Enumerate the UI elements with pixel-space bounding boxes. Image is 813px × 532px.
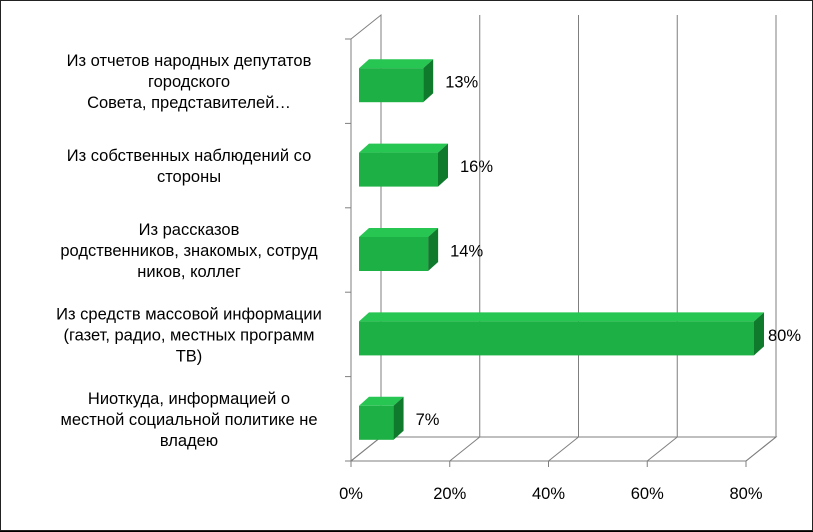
bar	[359, 405, 394, 440]
bar-top	[359, 396, 404, 406]
floor-gridline	[449, 436, 481, 462]
bar-side	[438, 143, 448, 187]
category-label-line: владею	[160, 432, 218, 450]
data-labels: 13% 16% 14% 80% 7%	[416, 74, 802, 430]
floor-gridline	[646, 436, 678, 462]
data-label: 14%	[450, 242, 483, 260]
data-label: 7%	[416, 411, 440, 429]
bar-top	[359, 312, 764, 322]
category-label: Из отчетов народных депутатов городского С…	[67, 52, 312, 112]
category-label: Из средств массовой информации (газет, ра…	[56, 305, 322, 365]
bar-top	[359, 143, 448, 153]
category-label-line: (газет, радио, местных программ	[63, 326, 314, 344]
floor-gridline	[745, 436, 777, 462]
x-tick-label: 20%	[433, 485, 466, 503]
x-tick-label: 40%	[532, 485, 565, 503]
data-label: 13%	[445, 74, 478, 92]
x-tick-label: 80%	[729, 485, 762, 503]
x-tick-label: 0%	[339, 485, 363, 503]
bar	[359, 321, 754, 356]
bar-side	[423, 59, 434, 103]
data-label: 16%	[460, 158, 493, 176]
bar	[359, 237, 429, 271]
category-labels: Из отчетов народных депутатов городского С…	[56, 52, 322, 450]
x-tick-label: 60%	[631, 485, 664, 503]
category-label: Из рассказов родственников, знакомых, сот…	[60, 221, 318, 281]
category-label-line: местной социальной политике не	[60, 411, 317, 429]
x-tick-labels: 0% 20% 40% 60% 80%	[339, 485, 763, 503]
category-label-line: Совета, представителей…	[87, 94, 291, 112]
bar-side	[754, 312, 764, 356]
bar-top	[359, 59, 434, 69]
bar-side	[428, 228, 439, 271]
bar-side	[393, 396, 404, 440]
category-label-line: стороны	[157, 168, 221, 186]
category-label: Из собственных наблюдений со стороны	[67, 147, 312, 186]
category-label-line: Ниоткуда, информацией о	[88, 390, 290, 408]
category-label-line: родственников, знакомых, сотруд	[60, 242, 318, 260]
bar-top	[359, 228, 439, 237]
category-label-line: ников, коллег	[137, 263, 241, 281]
data-label: 80%	[768, 327, 801, 345]
floor-gridline	[548, 436, 579, 462]
category-label-line: городского	[148, 73, 230, 91]
category-label-line: Из средств массовой информации	[56, 305, 322, 323]
category-label-line: Из отчетов народных депутатов	[67, 52, 312, 70]
category-label-line: Из рассказов	[139, 221, 240, 239]
category-label: Ниоткуда, информацией о местной социально…	[60, 390, 317, 450]
floor-gridline	[350, 436, 382, 462]
bar	[359, 68, 424, 103]
bars	[359, 59, 764, 440]
category-label-line: ТВ)	[176, 347, 203, 365]
bar	[359, 152, 438, 187]
category-label-line: Из собственных наблюдений со	[67, 147, 312, 165]
